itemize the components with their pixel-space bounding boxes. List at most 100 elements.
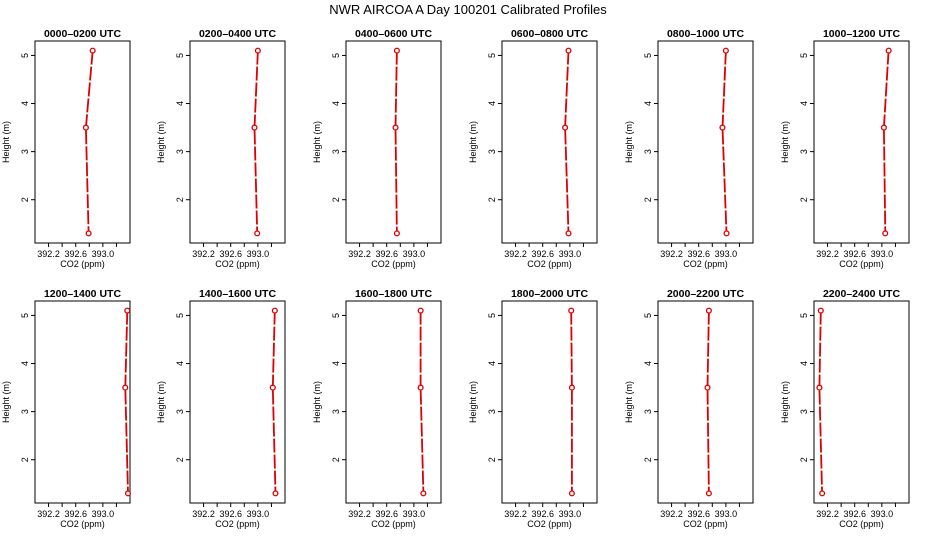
data-point (122, 384, 129, 391)
profile-line (818, 310, 823, 494)
x-axis-label: CO2 (ppm) (60, 259, 105, 269)
chart-panel: 0200–0400 UTC 392.2 392.6 393.0 2 3 4 5 CO2 (ppm… (156, 28, 286, 269)
y-tick-label: 5 (799, 313, 809, 318)
x-tick-label: 392.2 (348, 509, 371, 519)
x-axis-label: CO2 (ppm) (839, 519, 884, 529)
y-tick-label: 2 (487, 197, 497, 202)
panel-title: 1200–1400 UTC (44, 288, 121, 300)
y-axis-label: Height (m) (312, 381, 322, 423)
data-point (254, 230, 261, 237)
x-axis-label: CO2 (ppm) (60, 519, 105, 529)
data-point (271, 307, 278, 314)
y-axis-label: Height (m) (1, 121, 11, 163)
data-point (124, 307, 131, 314)
x-tick-label: 392.6 (531, 509, 554, 519)
panel-title: 1800–2000 UTC (511, 288, 588, 300)
panel-title: 2200–2400 UTC (823, 288, 900, 300)
chart-panel: 2000–2200 UTC 392.2 392.6 393.0 2 3 4 5 CO2 (ppm… (624, 288, 754, 529)
y-axis-label: Height (m) (624, 381, 634, 423)
plot-frame (813, 300, 910, 504)
y-tick-label: 3 (175, 149, 185, 154)
x-tick-label: 393.0 (403, 509, 426, 519)
x-tick-label: 392.6 (375, 249, 398, 259)
y-tick-label: 4 (175, 361, 185, 366)
x-tick-label: 392.2 (192, 249, 215, 259)
data-point (392, 124, 399, 131)
y-tick-label: 3 (799, 409, 809, 414)
x-tick-label: 393.0 (871, 509, 894, 519)
x-tick-label: 393.0 (92, 509, 115, 519)
data-point (880, 124, 887, 131)
plot-frame (657, 40, 754, 244)
y-tick-label: 3 (20, 409, 30, 414)
data-point (272, 490, 279, 497)
x-tick-label: 393.0 (92, 249, 115, 259)
x-tick-label: 392.2 (660, 509, 683, 519)
y-axis-label: Height (m) (312, 121, 322, 163)
y-tick-label: 5 (175, 53, 185, 58)
y-tick-label: 3 (643, 149, 653, 154)
x-tick-label: 392.2 (504, 249, 527, 259)
profile-line (253, 50, 259, 234)
data-point (89, 47, 96, 54)
profile-line (706, 310, 710, 494)
data-point (816, 384, 823, 391)
figure-title: NWR AIRCOA A Day 100201 Calibrated Profi… (329, 2, 607, 17)
panel-title: 2000–2200 UTC (667, 288, 744, 300)
x-tick-label: 392.6 (843, 509, 866, 519)
panel-title: 1000–1200 UTC (823, 28, 900, 40)
plot-frame (189, 300, 286, 504)
y-axis-label: Height (m) (780, 121, 790, 163)
y-tick-label: 4 (20, 101, 30, 106)
x-tick-label: 392.6 (219, 509, 242, 519)
chart-panel: 1800–2000 UTC 392.2 392.6 393.0 2 3 4 5 CO2 (ppm… (468, 288, 598, 529)
data-point (251, 124, 258, 131)
data-point (85, 230, 92, 237)
x-tick-label: 392.6 (531, 249, 554, 259)
panel-title: 0200–0400 UTC (199, 28, 276, 40)
chart-panel: 2200–2400 UTC 392.2 392.6 393.0 2 3 4 5 CO2 (ppm… (780, 288, 910, 529)
profile-line (124, 310, 129, 494)
data-point (568, 490, 575, 497)
panel-title: 0600–0800 UTC (511, 28, 588, 40)
chart-panel: 0800–1000 UTC 392.2 392.6 393.0 2 3 4 5 CO2 (ppm… (624, 28, 754, 269)
x-tick-label: 393.0 (871, 249, 894, 259)
y-tick-label: 2 (20, 197, 30, 202)
y-tick-label: 2 (331, 197, 341, 202)
y-tick-label: 4 (643, 101, 653, 106)
x-axis-label: CO2 (ppm) (527, 259, 572, 269)
x-tick-label: 392.2 (660, 249, 683, 259)
data-point (723, 230, 730, 237)
data-point (269, 384, 276, 391)
x-tick-label: 392.6 (64, 249, 87, 259)
y-tick-label: 4 (487, 101, 497, 106)
data-point (719, 124, 726, 131)
y-tick-label: 2 (643, 197, 653, 202)
x-tick-label: 392.2 (37, 249, 60, 259)
y-tick-label: 2 (799, 457, 809, 462)
chart-panel: 0000–0200 UTC 392.2 392.6 393.0 2 3 4 5 CO2 (ppm… (1, 28, 131, 269)
x-tick-label: 392.2 (504, 509, 527, 519)
data-point (393, 47, 400, 54)
y-tick-label: 4 (331, 361, 341, 366)
data-point (568, 307, 575, 314)
data-point (565, 47, 572, 54)
y-tick-label: 3 (331, 149, 341, 154)
panel-title: 0800–1000 UTC (667, 28, 744, 40)
x-tick-label: 392.6 (64, 509, 87, 519)
profile-line (84, 50, 94, 234)
y-tick-label: 5 (487, 313, 497, 318)
profile-line (394, 50, 398, 234)
y-tick-label: 3 (799, 149, 809, 154)
profile-line (570, 310, 573, 494)
x-axis-label: CO2 (ppm) (683, 519, 728, 529)
y-axis-label: Height (m) (468, 381, 478, 423)
y-tick-label: 2 (20, 457, 30, 462)
chart-panel: 1400–1600 UTC 392.2 392.6 393.0 2 3 4 5 CO2 (ppm… (156, 288, 286, 529)
y-axis-label: Height (m) (780, 381, 790, 423)
data-point (705, 307, 712, 314)
y-tick-label: 2 (175, 457, 185, 462)
plot-frame (657, 300, 754, 504)
y-tick-label: 3 (331, 409, 341, 414)
